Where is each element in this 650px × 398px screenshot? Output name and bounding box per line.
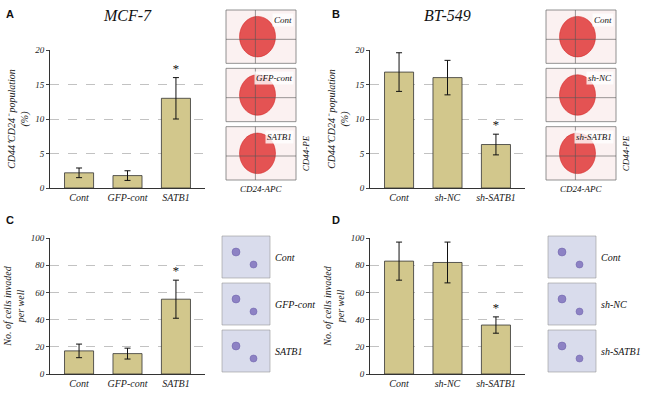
svg-text:GFP-cont: GFP-cont [108,192,148,203]
svg-text:0: 0 [360,183,365,193]
svg-text:CD44-PE: CD44-PE [301,135,311,171]
svg-text:20: 20 [35,342,45,352]
svg-text:Cont: Cont [601,252,621,263]
svg-text:5: 5 [360,149,365,159]
svg-text:100: 100 [31,233,45,243]
svg-text:40: 40 [355,315,365,325]
svg-text:CD44⁺CD24⁻ population(%): CD44⁺CD24⁻ population(%) [6,69,31,169]
svg-text:Cont: Cont [69,378,89,389]
svg-text:sh-SATB1: sh-SATB1 [476,378,516,389]
svg-text:*: * [172,263,179,278]
svg-text:Cont: Cont [274,15,292,25]
svg-text:SATB1: SATB1 [275,346,302,357]
svg-text:*: * [492,300,499,315]
svg-text:Cont: Cont [389,378,409,389]
svg-text:C: C [6,214,14,226]
svg-text:80: 80 [35,260,45,270]
svg-text:10: 10 [35,114,45,124]
svg-text:sh-SATB1: sh-SATB1 [576,132,612,142]
svg-text:D: D [332,214,340,226]
svg-text:sh-NC: sh-NC [601,299,627,310]
svg-text:80: 80 [355,260,365,270]
svg-text:Cont: Cont [389,192,409,203]
svg-text:SATB1: SATB1 [162,378,189,389]
svg-text:sh-NC: sh-NC [588,73,612,83]
svg-text:GFP-cont: GFP-cont [275,299,315,310]
svg-text:No. of cells invadedper well: No. of cells invadedper well [322,265,346,346]
svg-text:CD24-APC: CD24-APC [240,184,282,194]
svg-text:BT-549: BT-549 [424,7,471,24]
svg-text:0: 0 [360,369,365,379]
svg-text:*: * [172,61,179,76]
svg-text:0: 0 [40,183,45,193]
svg-text:Cont: Cont [69,192,89,203]
svg-text:GFP-cont: GFP-cont [108,378,148,389]
svg-text:B: B [332,8,340,20]
svg-text:CD24-APC: CD24-APC [560,184,602,194]
svg-text:40: 40 [35,315,45,325]
svg-text:Cont: Cont [275,252,295,263]
svg-text:A: A [6,8,14,20]
svg-text:No. of cells invadedper well: No. of cells invadedper well [2,265,26,346]
svg-text:Cont: Cont [594,15,612,25]
svg-text:10: 10 [355,114,365,124]
svg-text:20: 20 [355,45,365,55]
svg-text:sh-NC: sh-NC [435,192,461,203]
svg-text:MCF-7: MCF-7 [103,7,152,24]
svg-text:CD44-PE: CD44-PE [621,135,631,171]
svg-text:SATB1: SATB1 [267,132,292,142]
svg-text:0: 0 [40,369,45,379]
svg-text:100: 100 [351,233,365,243]
svg-text:15: 15 [355,80,365,90]
svg-text:5: 5 [40,149,45,159]
svg-text:20: 20 [355,342,365,352]
svg-text:60: 60 [35,288,45,298]
svg-text:20: 20 [35,45,45,55]
svg-text:GFP-cont: GFP-cont [256,73,292,83]
svg-text:SATB1: SATB1 [162,192,189,203]
svg-text:sh-SATB1: sh-SATB1 [476,192,516,203]
svg-text:60: 60 [355,288,365,298]
svg-text:*: * [492,117,499,132]
svg-text:sh-NC: sh-NC [435,378,461,389]
svg-text:CD44⁺CD24⁻ population(%): CD44⁺CD24⁻ population(%) [326,69,351,169]
svg-text:sh-SATB1: sh-SATB1 [601,346,641,357]
svg-text:15: 15 [35,80,45,90]
